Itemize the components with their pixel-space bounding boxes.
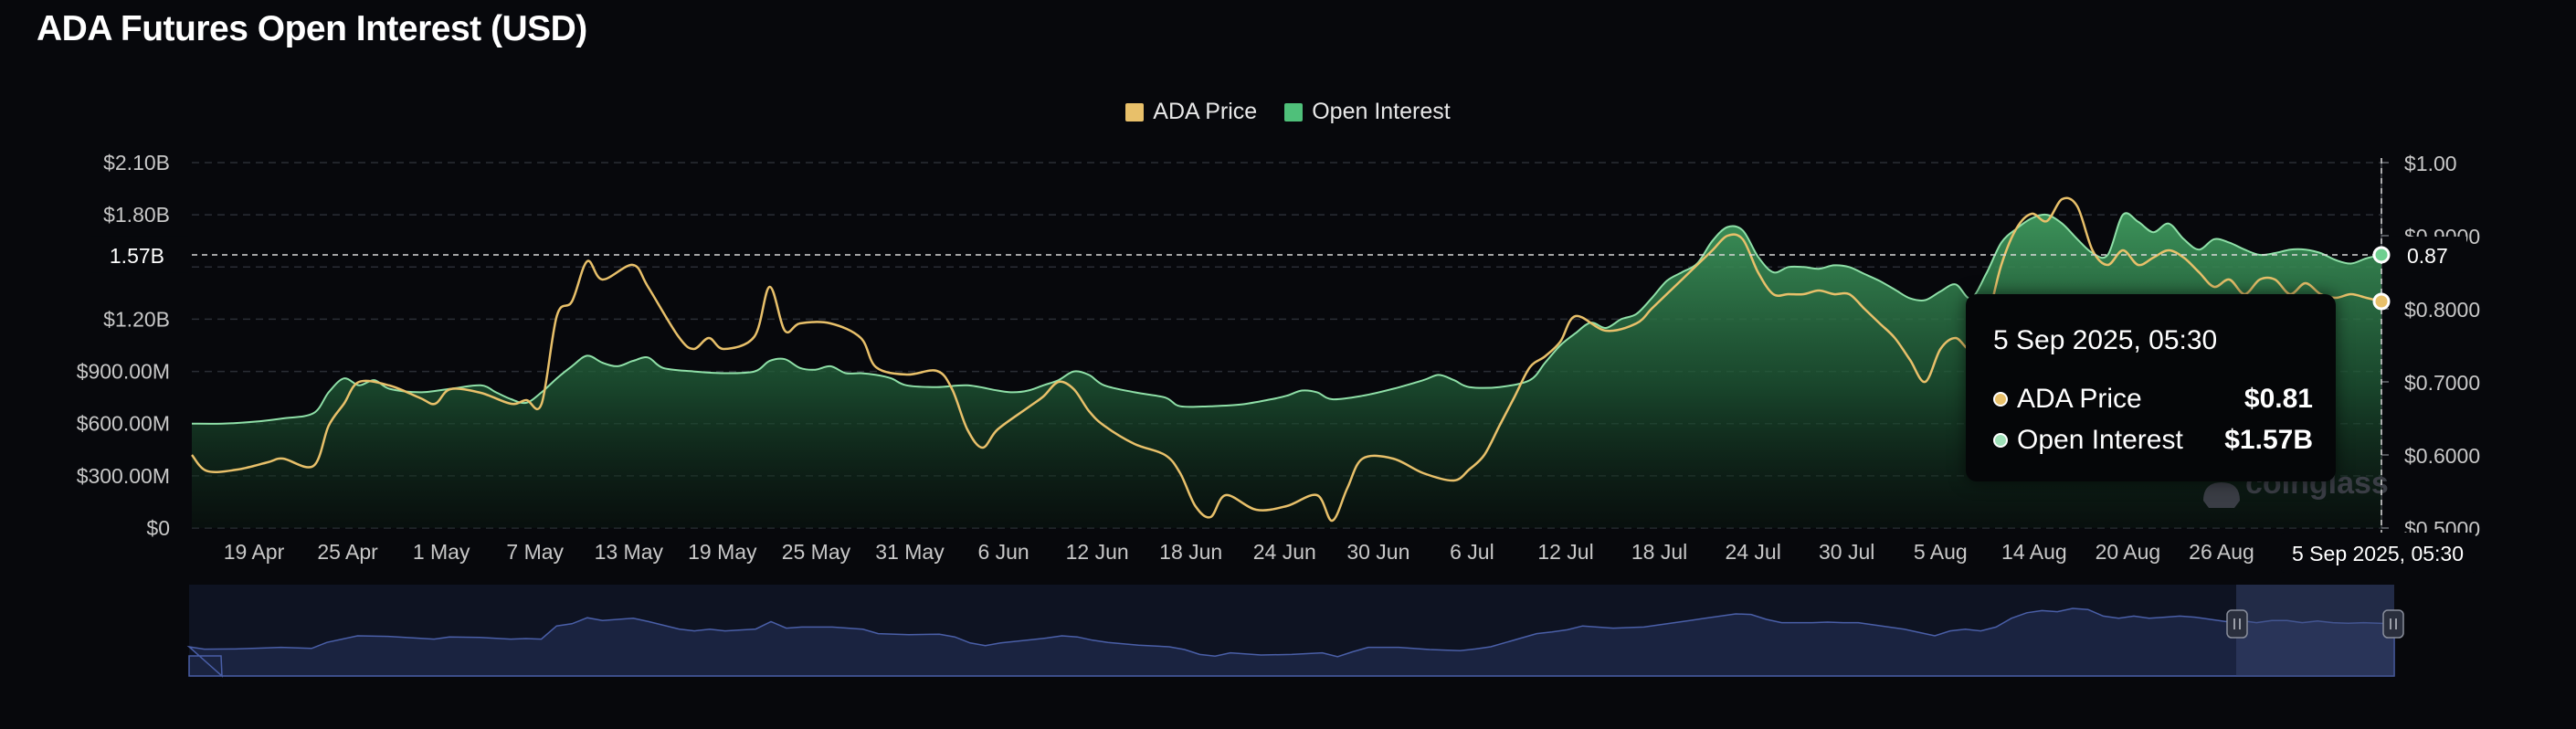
x-tick-label: 13 May <box>595 540 664 564</box>
y-left-tick-label: $900.00M <box>77 360 170 384</box>
x-tick-label: 12 Jul <box>1537 540 1593 564</box>
legend-label-open-interest: Open Interest <box>1312 99 1451 124</box>
crosshair-left-label-bg <box>91 236 188 273</box>
x-tick-label: 18 Jun <box>1159 540 1222 564</box>
legend: ADA Price Open Interest <box>0 99 2576 125</box>
x-axis: 19 Apr 25 Apr 1 May 7 May 13 May 19 May 25 May… <box>224 540 2254 564</box>
tooltip-dot-ada-price <box>1993 392 2008 407</box>
tooltip: 5 Sep 2025, 05:30 ADA Price $0.81 Open I… <box>1966 294 2336 481</box>
crosshair-x-label-bg <box>2281 533 2476 573</box>
y-left-tick-label: $2.10B <box>103 151 170 174</box>
watermark-logo <box>2203 482 2240 508</box>
x-tick-label: 30 Jul <box>1819 540 1874 564</box>
x-tick-label: 20 Aug <box>2096 540 2161 564</box>
tooltip-value-open-interest: $1.57B <box>2224 425 2313 455</box>
y-left-tick-label: $1.80B <box>103 203 170 227</box>
legend-swatch-ada-price <box>1125 102 1145 122</box>
x-tick-label: 6 Jul <box>1450 540 1494 564</box>
y-left-tick-label: $300.00M <box>77 464 170 488</box>
tooltip-row-ada-price: ADA Price $0.81 <box>1993 384 2313 415</box>
crosshair-x-label: 5 Sep 2025, 05:30 <box>2292 542 2464 565</box>
y-axis-right: $0.5000$0.6000$0.7000$0.8000$0.9000$1.00 <box>2381 152 2480 541</box>
legend-swatch-open-interest <box>1284 102 1304 122</box>
legend-item-ada-price[interactable]: ADA Price <box>1125 99 1257 125</box>
open-interest-area <box>192 213 2381 528</box>
crosshair-point-open-interest <box>2372 246 2391 264</box>
crosshair-right-label-bg <box>2391 236 2466 273</box>
x-tick-label: 24 Jun <box>1253 540 1316 564</box>
legend-label-ada-price: ADA Price <box>1153 99 1258 124</box>
y-axis-left: $0 $300.00M $600.00M $900.00M $1.20B $1.80B $2… <box>77 151 170 540</box>
navigator-area <box>186 608 2395 678</box>
x-tick-label: 30 Jun <box>1346 540 1409 564</box>
x-tick-label: 19 Apr <box>224 540 285 564</box>
tooltip-name-ada-price: ADA Price <box>2017 384 2142 414</box>
open-interest-line <box>191 212 2382 425</box>
tooltip-dot-open-interest <box>1993 433 2008 448</box>
legend-item-open-interest[interactable]: Open Interest <box>1284 99 1451 125</box>
y-right-tick-label: $0.7000 <box>2404 371 2480 395</box>
y-left-tick-label: $1.20B <box>103 307 170 331</box>
x-tick-label: 12 Jun <box>1066 540 1129 564</box>
x-tick-label: 19 May <box>688 540 757 564</box>
tooltip-date: 5 Sep 2025, 05:30 <box>1993 325 2218 355</box>
navigator-handle-left[interactable] <box>2226 609 2248 639</box>
x-tick-label: 25 Apr <box>317 540 378 564</box>
navigator-selection[interactable] <box>2236 585 2394 676</box>
x-tick-label: 26 Aug <box>2189 540 2254 564</box>
x-tick-label: 7 May <box>506 540 564 564</box>
page-title: ADA Futures Open Interest (USD) <box>37 9 587 48</box>
x-tick-label: 25 May <box>782 540 851 564</box>
tooltip-name-open-interest: Open Interest <box>2017 425 2183 455</box>
x-tick-label: 14 Aug <box>2001 540 2067 564</box>
crosshair: 1.57B 0.87 5 Sep 2025, 05:30 <box>91 158 2476 573</box>
ada-price-line <box>191 196 2382 523</box>
tooltip-value-ada-price: $0.81 <box>2243 384 2313 414</box>
crosshair-point-ada-price <box>2372 292 2391 311</box>
y-right-tick-label: $0.8000 <box>2404 298 2480 322</box>
y-left-tick-label: $600.00M <box>77 412 170 436</box>
navigator-handle-right[interactable] <box>2382 609 2404 639</box>
x-tick-label: 6 Jun <box>977 540 1029 564</box>
crosshair-right-label: 0.87 <box>2407 244 2448 268</box>
x-tick-label: 24 Jul <box>1725 540 1780 564</box>
x-tick-label: 5 Aug <box>1914 540 1968 564</box>
navigator[interactable] <box>186 585 2404 678</box>
x-tick-label: 18 Jul <box>1631 540 1687 564</box>
x-tick-label: 1 May <box>413 540 470 564</box>
y-left-tick-label: $0 <box>146 516 170 540</box>
y-right-tick-label: $1.00 <box>2404 152 2457 175</box>
x-tick-label: 31 May <box>875 540 945 564</box>
tooltip-row-open-interest: Open Interest $1.57B <box>1993 425 2313 456</box>
y-right-tick-label: $0.6000 <box>2404 444 2480 468</box>
crosshair-left-label: 1.57B <box>110 244 164 268</box>
